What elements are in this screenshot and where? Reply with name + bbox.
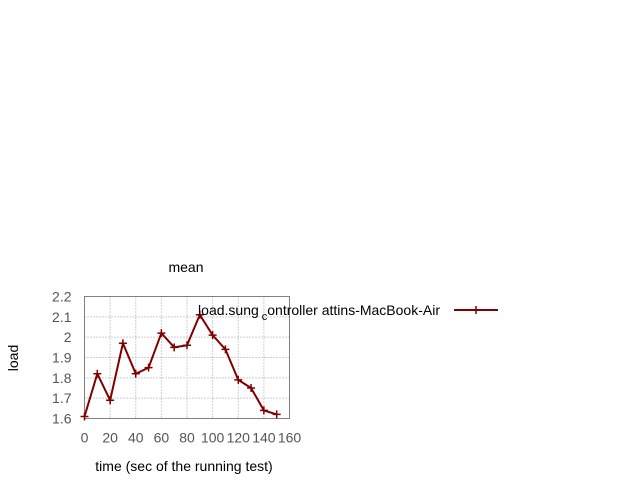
data-point xyxy=(157,329,166,338)
x-tick-label: 80 xyxy=(179,430,195,446)
x-tick-label: 0 xyxy=(81,430,89,446)
data-point xyxy=(183,341,191,350)
y-tick-label: 1.6 xyxy=(52,411,72,427)
series-line xyxy=(83,312,277,417)
y-tick-label: 1.7 xyxy=(52,390,72,406)
x-tick-label: 60 xyxy=(154,430,170,446)
data-point xyxy=(247,384,256,392)
data-point xyxy=(80,412,89,421)
data-point xyxy=(170,343,179,352)
legend: load.sung controller attins-MacBook-Air xyxy=(198,302,498,323)
legend-label-subscript: c xyxy=(262,311,268,323)
legend-label-part-2: ontroller attins-MacBook-Air xyxy=(267,302,440,318)
legend-swatch-marker xyxy=(472,306,480,314)
chart-title: mean xyxy=(168,259,203,275)
series-layer xyxy=(80,310,281,421)
data-point xyxy=(208,331,217,340)
y-tick-label: 2.2 xyxy=(52,289,72,305)
data-point xyxy=(131,369,140,378)
x-tick-label: 120 xyxy=(227,430,251,446)
legend-label: load.sung controller attins-MacBook-Air xyxy=(198,302,440,323)
x-tick-label: 40 xyxy=(128,430,144,446)
data-point xyxy=(272,410,281,419)
data-point xyxy=(195,310,204,319)
data-point xyxy=(144,363,153,372)
y-tick-label: 1.8 xyxy=(52,370,72,386)
y-tick-label: 1.9 xyxy=(52,350,72,366)
tick-layer: 0 20 40 60 80 100 120 140 160 1.6 1.7 1.8 1.9 2 2.1 2.2 xyxy=(52,289,301,446)
data-point xyxy=(93,369,102,378)
y-tick-label: 2.1 xyxy=(52,309,72,325)
x-tick-label: 100 xyxy=(201,430,225,446)
x-tick-label: 140 xyxy=(252,430,276,446)
y-axis-label: load xyxy=(5,345,21,371)
x-tick-label: 20 xyxy=(102,430,118,446)
data-point xyxy=(221,345,230,354)
data-point xyxy=(234,375,243,384)
plot-frame xyxy=(84,296,290,419)
data-point xyxy=(118,339,127,348)
x-tick-label: 160 xyxy=(278,430,302,446)
y-tick-label: 2 xyxy=(64,329,72,345)
legend-label-part-1: load.sung xyxy=(198,302,259,318)
x-axis-label: time (sec of the running test) xyxy=(95,458,272,474)
data-point xyxy=(259,406,268,415)
data-point xyxy=(106,396,115,405)
